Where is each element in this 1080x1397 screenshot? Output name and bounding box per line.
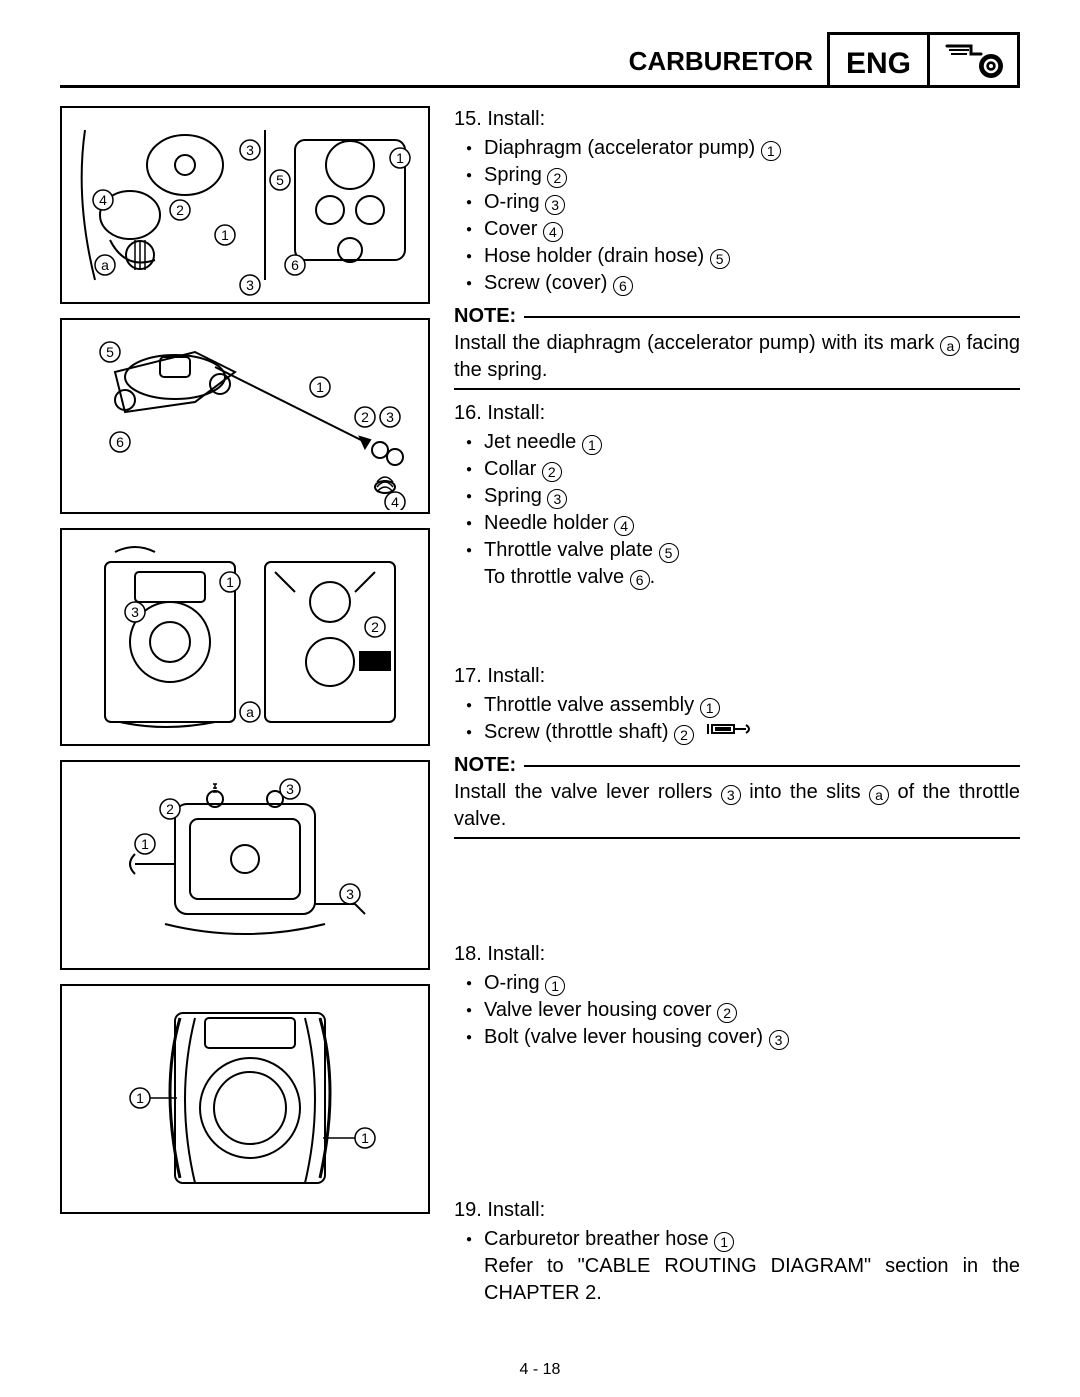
list-item: Cover 4: [484, 216, 1020, 243]
torque-icon: [706, 719, 752, 746]
list-item: Bolt (valve lever housing cover) 3: [484, 1024, 1020, 1051]
step-number: 17: [454, 665, 476, 687]
figures-column: 3 5 4 2 1 a 6 3 1: [60, 106, 430, 1313]
step-16: 16. Install: Jet needle 1 Collar 2 Sprin…: [454, 400, 1020, 591]
svg-text:3: 3: [246, 142, 254, 158]
list-item: Throttle valve assembly 1: [484, 692, 1020, 719]
header-engine-icon: [930, 32, 1020, 85]
figure-3: 1 3 2 a: [60, 528, 430, 746]
note-label: NOTE:: [454, 752, 1020, 779]
step-15-items: Diaphragm (accelerator pump) 1 Spring 2 …: [454, 135, 1020, 297]
svg-text:3: 3: [386, 409, 394, 425]
svg-text:a: a: [101, 257, 109, 273]
header-title: CARBURETOR: [629, 34, 827, 85]
note-rule: [454, 388, 1020, 390]
svg-text:6: 6: [291, 257, 299, 273]
svg-text:1: 1: [361, 1130, 369, 1146]
list-item: Needle holder 4: [484, 510, 1020, 537]
step-18-items: O-ring 1 Valve lever housing cover 2 Bol…: [454, 970, 1020, 1051]
svg-text:1: 1: [226, 574, 234, 590]
svg-text:1: 1: [141, 836, 149, 852]
svg-text:1: 1: [136, 1090, 144, 1106]
svg-text:4: 4: [391, 494, 399, 510]
list-item: Spring 3: [484, 483, 1020, 510]
list-item: Collar 2: [484, 456, 1020, 483]
list-item: O-ring 3: [484, 189, 1020, 216]
step-head: Install:: [487, 402, 545, 424]
list-item: Jet needle 1: [484, 429, 1020, 456]
note-rule: [454, 837, 1020, 839]
svg-text:3: 3: [346, 886, 354, 902]
step-18: 18. Install: O-ring 1 Valve lever housin…: [454, 941, 1020, 1051]
svg-text:6: 6: [116, 434, 124, 450]
page-header: CARBURETOR ENG: [60, 32, 1020, 88]
list-item: Throttle valve plate 5 To throttle valve…: [484, 537, 1020, 591]
figure-4: 3 2 1 3: [60, 760, 430, 970]
svg-text:1: 1: [221, 227, 229, 243]
figure-1: 3 5 4 2 1 a 6 3 1: [60, 106, 430, 304]
step-head: Install:: [487, 943, 545, 965]
svg-text:2: 2: [176, 202, 184, 218]
step-number: 19: [454, 1199, 476, 1221]
svg-text:5: 5: [106, 344, 114, 360]
list-item: Carburetor breather hose 1 Refer to "CAB…: [484, 1226, 1020, 1307]
svg-text:1: 1: [316, 379, 324, 395]
list-item: Screw (cover) 6: [484, 270, 1020, 297]
list-item: Screw (throttle shaft) 2: [484, 719, 1020, 746]
svg-text:2: 2: [166, 801, 174, 817]
step-17: 17. Install: Throttle valve assembly 1 S…: [454, 663, 1020, 746]
list-item: O-ring 1: [484, 970, 1020, 997]
svg-text:1: 1: [396, 150, 404, 166]
text-column: 15. Install: Diaphragm (accelerator pump…: [454, 106, 1020, 1313]
step-head: Install:: [487, 1199, 545, 1221]
step-19-items: Carburetor breather hose 1 Refer to "CAB…: [454, 1226, 1020, 1307]
list-item: Hose holder (drain hose) 5: [484, 243, 1020, 270]
step-17-items: Throttle valve assembly 1 Screw (throttl…: [454, 692, 1020, 746]
note-text: Install the diaphragm (accelerator pump)…: [454, 330, 1020, 384]
svg-text:2: 2: [371, 619, 379, 635]
svg-text:2: 2: [361, 409, 369, 425]
list-item: Diaphragm (accelerator pump) 1: [484, 135, 1020, 162]
step-19: 19. Install: Carburetor breather hose 1 …: [454, 1197, 1020, 1307]
list-item: Spring 2: [484, 162, 1020, 189]
list-item: Valve lever housing cover 2: [484, 997, 1020, 1024]
svg-text:3: 3: [286, 781, 294, 797]
step-number: 16: [454, 402, 476, 424]
svg-text:3: 3: [246, 277, 254, 293]
svg-text:3: 3: [131, 604, 139, 620]
figure-2: 5 6 1 2 3 4: [60, 318, 430, 514]
step-head: Install:: [487, 665, 545, 687]
svg-text:4: 4: [99, 192, 107, 208]
step-head: Install:: [487, 108, 545, 130]
step-number: 18: [454, 943, 476, 965]
page-number: 4 - 18: [0, 1361, 1080, 1379]
note-text: Install the valve lever rollers 3 into t…: [454, 779, 1020, 833]
svg-text:5: 5: [276, 172, 284, 188]
step-number: 15: [454, 108, 476, 130]
svg-text:a: a: [246, 704, 254, 720]
figure-5: 1 1: [60, 984, 430, 1214]
header-section: ENG: [827, 32, 930, 85]
note-label: NOTE:: [454, 303, 1020, 330]
step-15: 15. Install: Diaphragm (accelerator pump…: [454, 106, 1020, 297]
step-16-items: Jet needle 1 Collar 2 Spring 3 Needle ho…: [454, 429, 1020, 591]
